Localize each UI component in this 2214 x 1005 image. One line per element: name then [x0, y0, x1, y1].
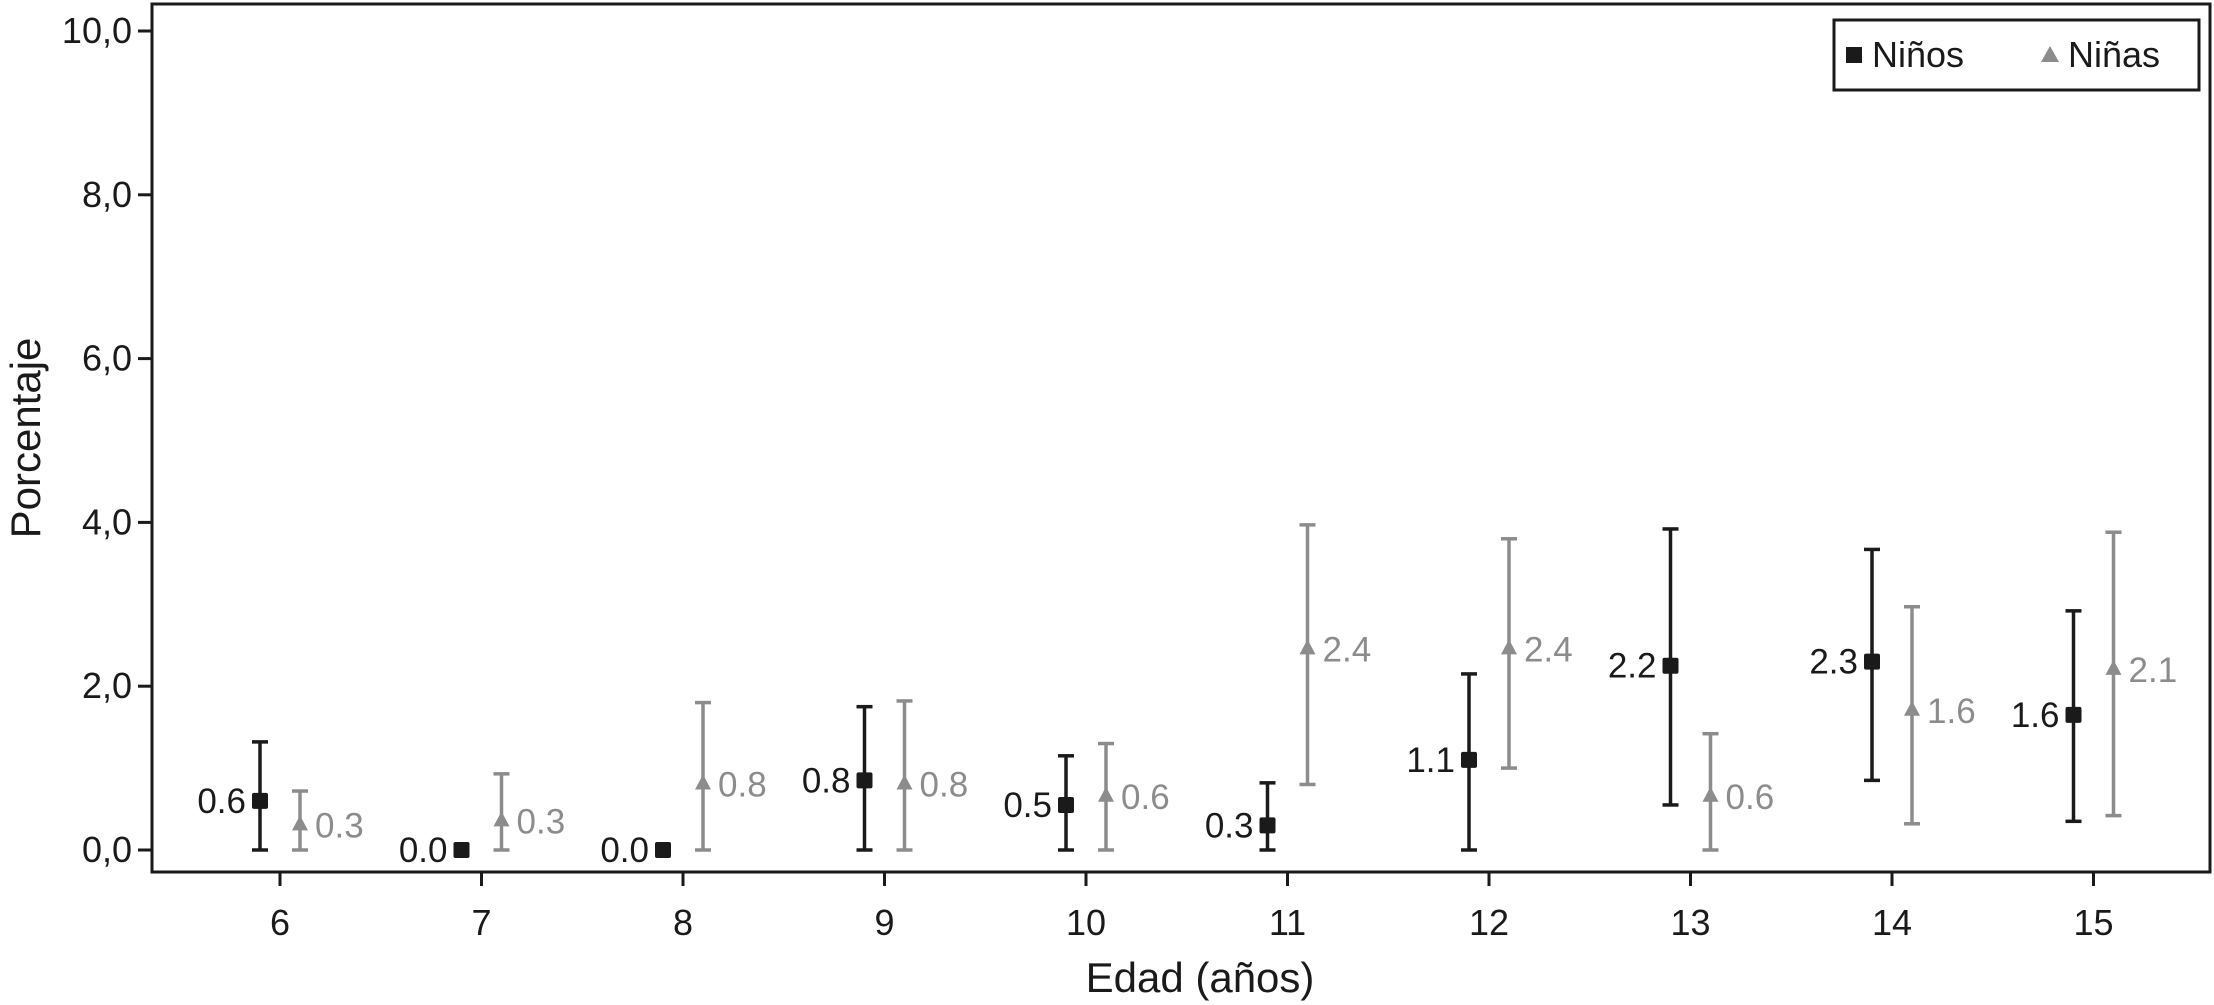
data-label: 1.1 — [1406, 741, 1455, 780]
data-label: 0.0 — [399, 831, 448, 870]
data-point — [896, 774, 913, 790]
legend-marker-ninos — [1846, 47, 1862, 63]
data-label: 2.3 — [1809, 643, 1858, 682]
data-point — [1461, 751, 1477, 768]
data-point — [453, 842, 470, 858]
legend-label-ninos: Niños — [1872, 34, 1964, 75]
legend-marker-ninas — [2041, 46, 2059, 62]
x-tick-label: 10 — [1066, 902, 1106, 943]
x-tick-label: 7 — [471, 902, 491, 943]
data-point — [1662, 657, 1679, 674]
series-ninos: 0.6 0.0 0.0 0.8 0.5 0.3 1.1 2.2 2.3 1.6 — [197, 527, 2082, 870]
plot-frame — [150, 2, 2212, 874]
data-label: 2.2 — [1608, 647, 1657, 686]
x-tick-label: 13 — [1670, 902, 1710, 943]
data-label: 0.0 — [600, 831, 649, 870]
data-point — [1702, 786, 1719, 802]
x-tick-label: 12 — [1469, 902, 1509, 943]
data-label: 2.4 — [1323, 630, 1372, 669]
data-label: 0.3 — [517, 802, 566, 841]
data-label: 0.8 — [802, 761, 851, 800]
x-tick-label: 6 — [270, 902, 290, 943]
data-label: 0.6 — [1121, 778, 1170, 817]
data-point — [1864, 653, 1880, 670]
data-point — [1299, 639, 1316, 655]
data-point — [1501, 639, 1517, 655]
data-label: 0.3 — [1205, 806, 1254, 845]
legend-box — [1832, 18, 2201, 92]
y-axis: 0,0 2,0 4,0 6,0 8,0 10,0 — [62, 10, 152, 870]
data-point — [493, 811, 510, 827]
x-tick-label: 14 — [1872, 902, 1912, 943]
data-label: 0.8 — [920, 765, 969, 804]
data-point — [2105, 659, 2122, 675]
data-label: 2.1 — [2129, 651, 2178, 690]
data-point — [695, 774, 711, 790]
data-point — [252, 792, 268, 809]
x-tick-label: 15 — [2073, 902, 2113, 943]
data-point — [1098, 786, 1114, 802]
series-ninas: 0.3 0.3 0.8 0.8 0.6 2.4 2.4 0.6 1.6 2.1 — [292, 523, 2178, 852]
data-label: 1.6 — [2011, 696, 2060, 735]
data-point — [856, 772, 873, 789]
legend-label-ninas: Niñas — [2068, 34, 2160, 75]
y-tick-label: 4,0 — [82, 501, 132, 542]
x-tick-label: 8 — [673, 902, 693, 943]
data-label: 0.8 — [718, 765, 767, 804]
y-tick-label: 2,0 — [82, 665, 132, 706]
y-tick-label: 8,0 — [82, 174, 132, 215]
data-label: 0.5 — [1003, 786, 1052, 825]
data-point — [1259, 817, 1276, 834]
data-label: 1.6 — [1927, 692, 1976, 731]
series-layer: 0.60.0 0.00.80.50.31.12.2 2.31.60.3 0.30.8 0… — [197, 523, 2178, 870]
data-point — [1904, 700, 1920, 716]
data-point — [655, 842, 671, 858]
x-axis: 6 7 8 9 10 11 12 13 14 15 — [270, 872, 2114, 943]
data-label: 0.6 — [197, 782, 246, 821]
data-label: 2.4 — [1524, 630, 1573, 669]
y-tick-label: 6,0 — [82, 338, 132, 379]
y-tick-label: 10,0 — [62, 10, 132, 51]
x-tick-label: 11 — [1269, 902, 1306, 943]
x-axis-title: Edad (años) — [1086, 954, 1315, 1001]
x-tick-label: 9 — [874, 902, 894, 943]
y-axis-title: Porcentaje — [2, 338, 49, 539]
data-point — [292, 815, 308, 831]
data-label: 0.6 — [1726, 778, 1775, 817]
y-tick-label: 0,0 — [82, 829, 132, 870]
legend: Niños Niñas — [1832, 18, 2201, 92]
data-point — [2065, 706, 2082, 723]
data-point — [1058, 796, 1074, 813]
data-label: 0.3 — [315, 806, 364, 845]
